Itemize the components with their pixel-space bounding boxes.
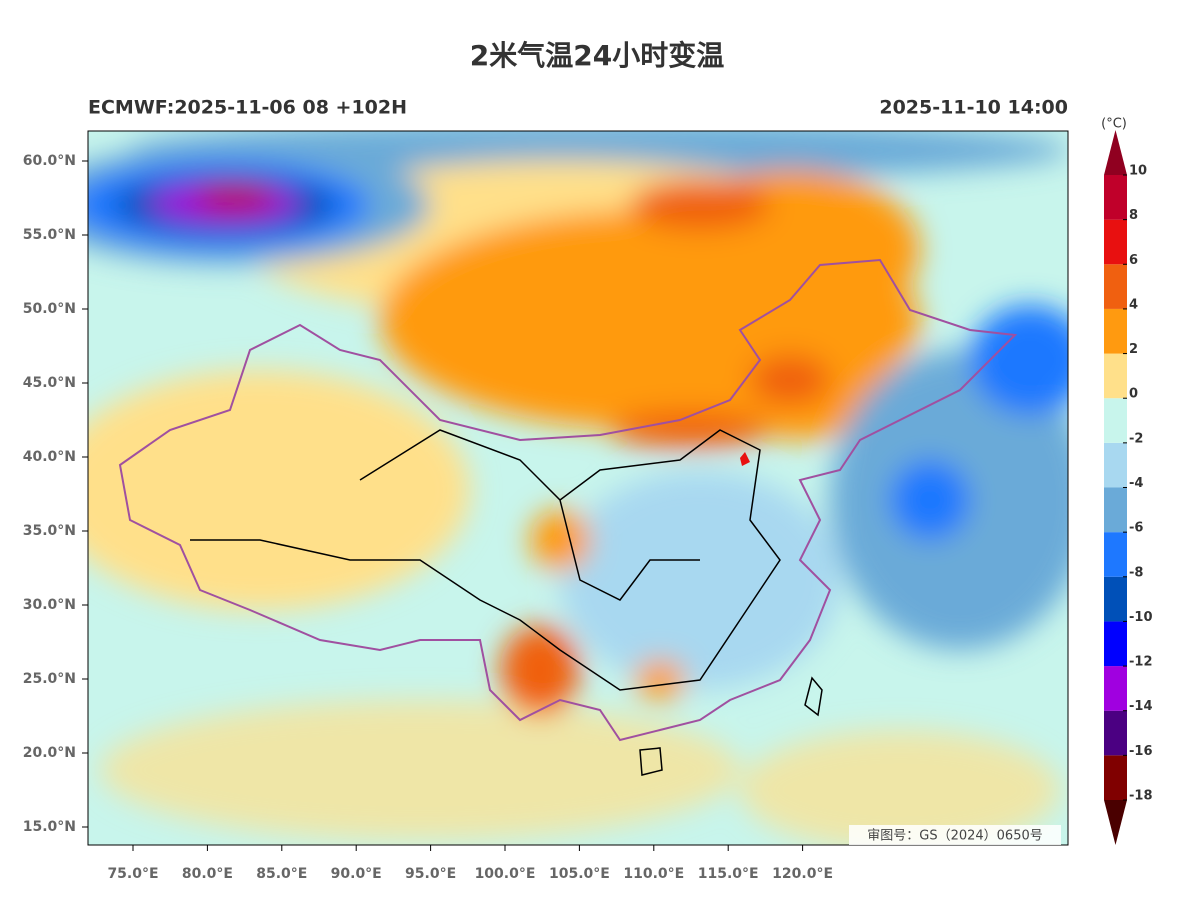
approval-number: 审图号：GS（2024）0650号 — [867, 829, 1043, 844]
lat-label: 15.0°N — [23, 819, 76, 835]
colorbar-label: 6 — [1129, 253, 1138, 268]
colorbar-unit: (°C) — [1101, 117, 1127, 132]
colorbar-bin — [1104, 398, 1127, 443]
lat-label: 20.0°N — [23, 745, 76, 761]
colorbar-label: -2 — [1129, 431, 1143, 446]
lon-label: 85.0°E — [256, 866, 307, 882]
lon-label: 80.0°E — [182, 866, 233, 882]
colorbar-bin — [1104, 576, 1127, 622]
colorbar-label: -12 — [1129, 655, 1153, 670]
colorbar-bin — [1104, 532, 1127, 577]
lat-label: 25.0°N — [23, 671, 76, 687]
colorbar-bin — [1104, 621, 1127, 667]
colorbar-label: 4 — [1129, 297, 1138, 312]
colorbar-low — [1104, 800, 1127, 845]
lon-label: 75.0°E — [107, 866, 158, 882]
title: 2米气温24小时变温 — [470, 39, 724, 72]
lat-label: 60.0°N — [23, 153, 76, 169]
lon-label: 100.0°E — [475, 866, 536, 882]
lat-label: 40.0°N — [23, 449, 76, 465]
lon-label: 115.0°E — [698, 866, 759, 882]
colorbar-bin — [1104, 755, 1127, 800]
lon-label: 120.0°E — [772, 866, 833, 882]
colorbar-label: 8 — [1129, 208, 1138, 223]
colorbar-label: -8 — [1129, 565, 1143, 580]
colorbar-bin — [1104, 666, 1127, 711]
colorbar-label: -16 — [1129, 744, 1153, 759]
colorbar-bin — [1104, 308, 1127, 354]
lon-label: 105.0°E — [549, 866, 610, 882]
lat-label: 50.0°N — [23, 301, 76, 317]
lon-label: 90.0°E — [331, 866, 382, 882]
colorbar-label: 2 — [1129, 342, 1138, 357]
colorbar-label: -6 — [1129, 521, 1143, 536]
map-frame — [87, 130, 1069, 846]
lat-label: 55.0°N — [23, 227, 76, 243]
lat-label: 45.0°N — [23, 375, 76, 391]
lon-label: 110.0°E — [623, 866, 684, 882]
colorbar-label: 0 — [1129, 387, 1138, 402]
lat-label: 35.0°N — [23, 523, 76, 539]
colorbar-bin — [1104, 710, 1127, 756]
approval-box — [849, 825, 1061, 845]
colorbar-high — [1104, 130, 1127, 175]
colorbar-label: 10 — [1129, 164, 1147, 179]
colorbar-bin — [1104, 442, 1127, 488]
subtitle-right: 2025-11-10 14:00 — [879, 97, 1068, 119]
colorbar-label: -18 — [1129, 789, 1153, 804]
colorbar-bin — [1104, 487, 1127, 533]
colorbar-bin — [1104, 175, 1127, 220]
lat-label: 30.0°N — [23, 597, 76, 613]
colorbar-bin — [1104, 219, 1127, 265]
map-field — [88, 131, 1068, 845]
colorbar-label: -14 — [1129, 699, 1153, 714]
colorbar-label: -4 — [1129, 476, 1143, 491]
colorbar-bin — [1104, 353, 1127, 399]
colorbar-label: -10 — [1129, 610, 1153, 625]
subtitle-left: ECMWF:2025-11-06 08 +102H — [88, 97, 407, 119]
lon-label: 95.0°E — [405, 866, 456, 882]
colorbar-bin — [1104, 264, 1127, 309]
